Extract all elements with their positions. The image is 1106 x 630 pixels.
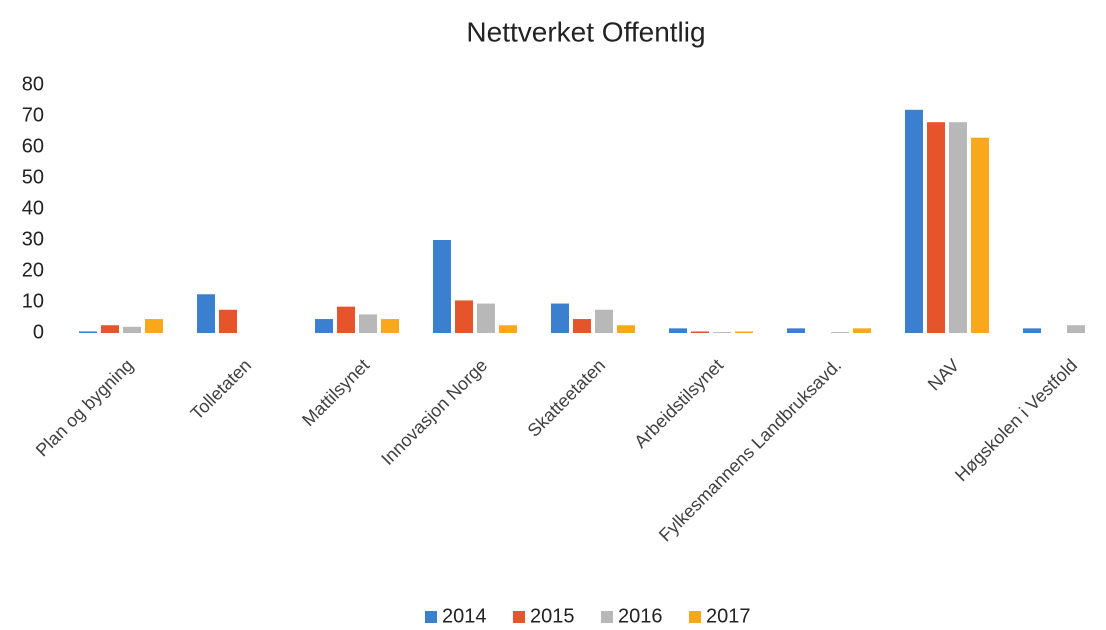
x-tick-label: Skatteetaten	[524, 355, 610, 441]
bar	[735, 331, 753, 333]
bar	[455, 300, 473, 333]
x-tick-label: Tolletaten	[187, 355, 256, 424]
y-tick-label: 10	[22, 290, 44, 312]
bar	[123, 326, 141, 333]
bar	[145, 319, 163, 333]
legend-swatch	[601, 611, 613, 623]
bar	[927, 122, 945, 333]
bar	[381, 319, 399, 333]
bar	[617, 325, 635, 333]
chart-title: Nettverket Offentlig	[466, 16, 705, 47]
x-tick-label: Arbeidstilsynet	[630, 355, 727, 452]
bar	[551, 303, 569, 333]
bar	[499, 325, 517, 333]
legend-label: 2014	[442, 605, 487, 627]
bar	[831, 332, 849, 333]
bar	[713, 332, 731, 333]
y-tick-label: 20	[22, 259, 44, 281]
y-tick-label: 80	[22, 73, 44, 95]
y-tick-label: 60	[22, 135, 44, 157]
y-tick-label: 30	[22, 228, 44, 250]
bar	[1067, 325, 1085, 333]
legend-label: 2015	[530, 605, 575, 627]
legend-label: 2016	[618, 605, 663, 627]
y-tick-label: 40	[22, 197, 44, 219]
legend-label: 2017	[706, 605, 751, 627]
bar	[595, 309, 613, 333]
bar	[219, 309, 237, 333]
x-tick-label: NAV	[924, 355, 963, 394]
x-tick-label: Høgskolen i Vestfold	[951, 355, 1081, 485]
bar	[949, 122, 967, 333]
x-tick-label: Mattilsynet	[298, 355, 373, 430]
bar	[905, 109, 923, 333]
bar	[101, 325, 119, 333]
legend-swatch	[425, 611, 437, 623]
legend-swatch	[513, 611, 525, 623]
bar	[337, 306, 355, 333]
y-tick-label: 50	[22, 166, 44, 188]
bar	[669, 328, 687, 333]
bar	[573, 319, 591, 333]
bar	[691, 331, 709, 333]
bar	[1023, 328, 1041, 333]
bar	[315, 319, 333, 333]
y-tick-label: 0	[33, 321, 44, 343]
x-tick-label: Innovasjon Norge	[377, 355, 491, 469]
bar	[79, 331, 97, 333]
y-tick-label: 70	[22, 104, 44, 126]
bar	[359, 314, 377, 333]
bar	[433, 240, 451, 333]
bar	[971, 137, 989, 333]
bar	[477, 303, 495, 333]
bar	[197, 294, 215, 333]
bar	[853, 328, 871, 333]
bar	[787, 328, 805, 333]
x-tick-label: Plan og bygning	[32, 355, 137, 460]
legend-swatch	[689, 611, 701, 623]
